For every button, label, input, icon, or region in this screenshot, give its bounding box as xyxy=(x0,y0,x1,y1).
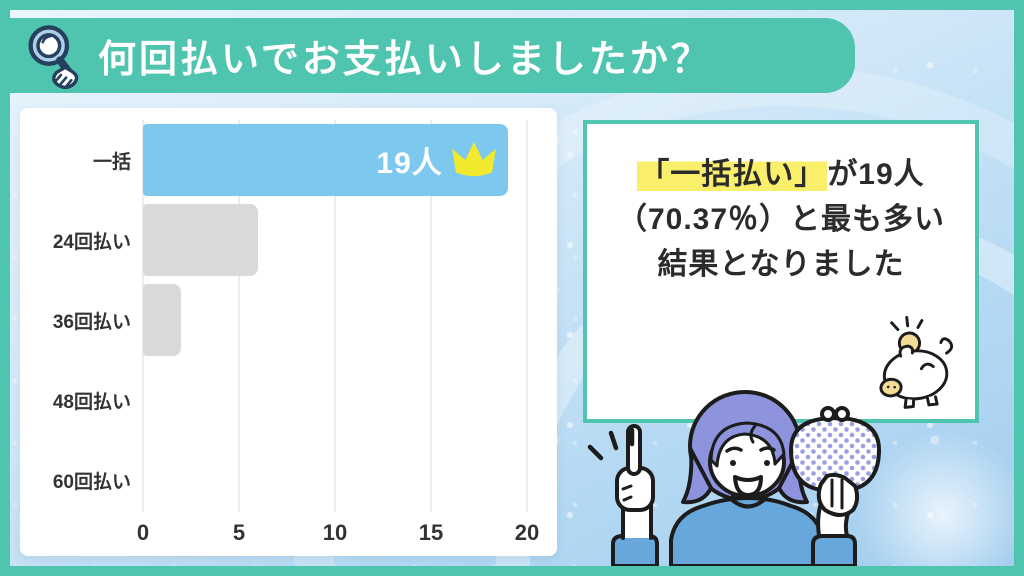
bar-item xyxy=(143,284,182,356)
header-banner: 何回払いでお支払いしましたか？ xyxy=(10,18,855,93)
bar-item xyxy=(143,204,259,276)
chart-row: 48回払い xyxy=(20,360,527,440)
gridline xyxy=(238,120,240,512)
bar-top: 19人 xyxy=(143,124,508,196)
result-text: 「一括払い」が19人 （70.37％）と最も多い 結果となりました xyxy=(595,152,967,287)
woman-with-coin-purse-illustration xyxy=(585,388,905,566)
gridline xyxy=(430,120,432,512)
category-label: 24回払い xyxy=(52,231,131,253)
x-tick-label: 15 xyxy=(418,520,444,545)
chart-card: 一括 19人 24回払い 36回払い 48回払い 60回払い 0 5 10 15 20 xyxy=(20,108,557,556)
bar-track xyxy=(143,200,527,280)
page-title: 何回払いでお支払いしましたか？ xyxy=(98,39,712,81)
crown-icon xyxy=(451,141,496,177)
x-tick-label: 10 xyxy=(322,520,348,545)
bar-track xyxy=(143,440,527,520)
result-line2: （70.37％）と最も多い xyxy=(616,203,946,236)
x-tick-label: 20 xyxy=(514,520,540,545)
category-label: 48回払い xyxy=(52,391,131,413)
bar-track xyxy=(143,360,527,440)
category-label: 一括 xyxy=(92,151,131,173)
bar-track: 19人 xyxy=(143,120,527,200)
chart-x-axis: 0 5 10 15 20 xyxy=(137,516,539,554)
gridline xyxy=(334,120,336,512)
chart-row: 60回払い xyxy=(20,440,527,520)
category-label: 60回払い xyxy=(52,471,131,493)
chart-row: 24回払い xyxy=(20,200,527,280)
chart-row: 36回払い xyxy=(20,280,527,360)
gridline xyxy=(526,120,528,512)
bar-track xyxy=(143,280,527,360)
bar-value-label: 19人 xyxy=(376,147,443,180)
result-line3: 結果となりました xyxy=(657,248,905,281)
category-label: 36回払い xyxy=(52,311,131,333)
highlighted-term: 「一括払い」 xyxy=(637,158,828,191)
chart-row: 一括 19人 xyxy=(20,120,527,200)
magnifier-hand-icon xyxy=(22,22,86,90)
x-tick-label: 0 xyxy=(136,520,150,545)
result-card: 「一括払い」が19人 （70.37％）と最も多い 結果となりました xyxy=(583,120,979,423)
result-line1: が19人 xyxy=(827,158,925,191)
x-tick-label: 5 xyxy=(232,520,246,545)
chart-rows: 一括 19人 24回払い 36回払い 48回払い 60回払い xyxy=(20,120,527,520)
